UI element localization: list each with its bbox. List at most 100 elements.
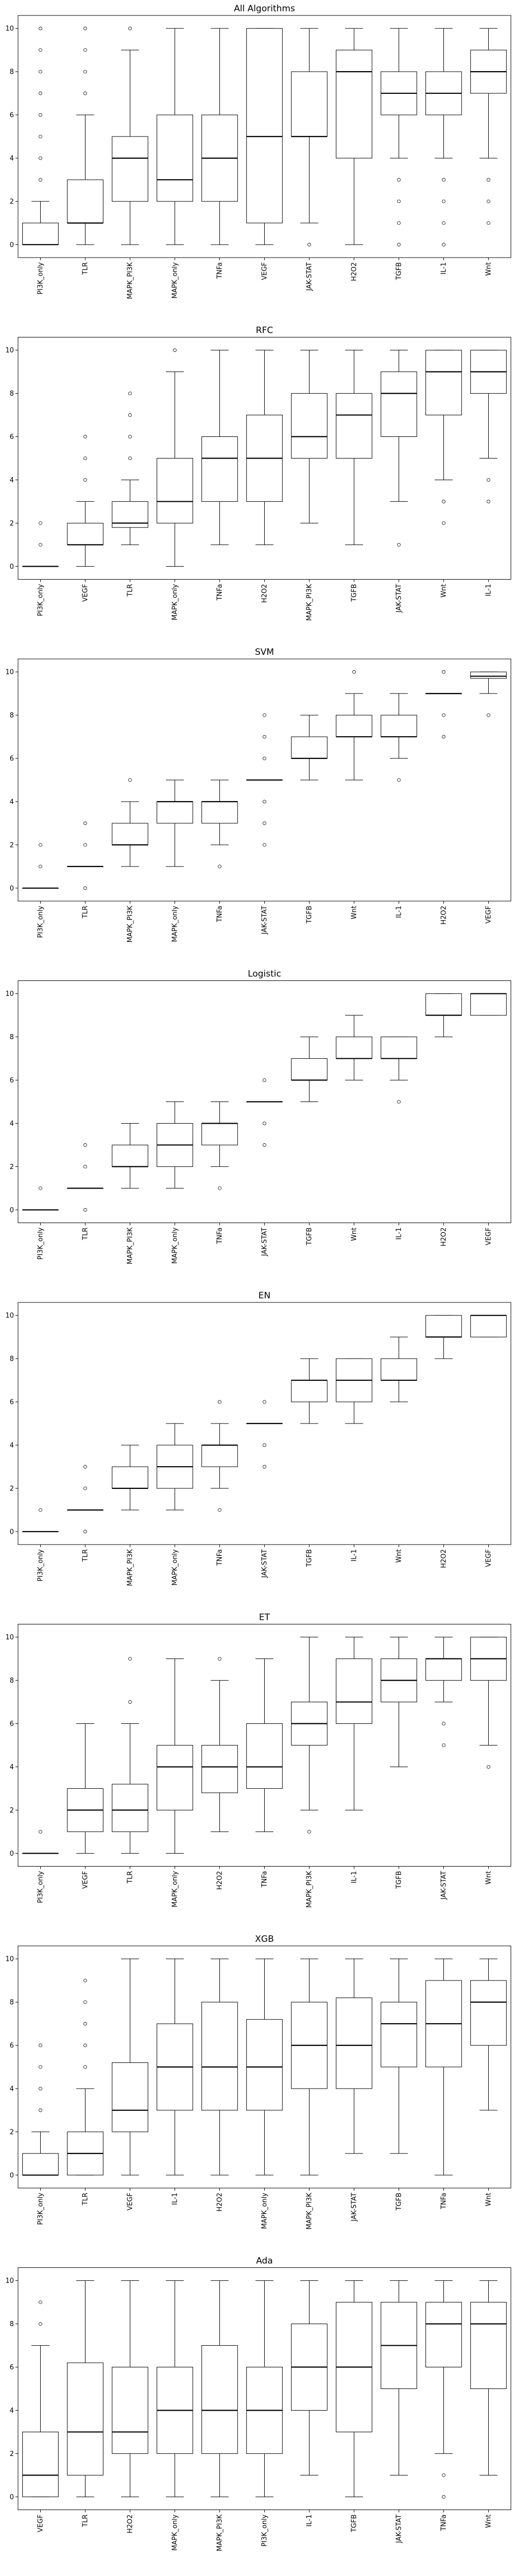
flier-point (39, 26, 42, 30)
iqr-box (112, 2367, 148, 2454)
box-Wnt (470, 2280, 507, 2476)
x-tick-label: IL-1 (351, 1871, 358, 1884)
box-TGFB (336, 2280, 372, 2497)
flier-point (263, 843, 266, 847)
box-JAK-STAT (246, 1400, 283, 1469)
box-MAPK_PI3K (291, 1958, 328, 2176)
iqr-box (112, 136, 148, 202)
x-tick-label: VEGF (485, 1549, 493, 1567)
x-tick-label: TGFB (306, 1549, 314, 1567)
box-Wnt (470, 1637, 507, 1769)
y-tick-label: 0 (10, 2494, 14, 2501)
box-H2O2 (246, 350, 283, 545)
iqr-box (291, 1380, 328, 1402)
y-tick-label: 8 (10, 1999, 14, 2007)
flier-point (128, 456, 132, 460)
x-tick-label: TNFa (216, 906, 224, 923)
iqr-box (381, 715, 417, 737)
flier-point (39, 156, 42, 160)
iqr-box (112, 1466, 148, 1489)
x-tick-label: H2O2 (216, 2193, 224, 2212)
iqr-box (201, 801, 238, 824)
flier-point (39, 1186, 42, 1190)
flier-point (263, 821, 266, 825)
panel-title: RFC (256, 326, 273, 336)
flier-point (487, 178, 490, 182)
iqr-box (381, 2002, 417, 2067)
x-tick-label: IL-1 (485, 584, 493, 597)
x-tick-label: PI3K_only (37, 1227, 45, 1260)
box-TGFB (381, 1958, 417, 2154)
x-tick-label: MAPK_only (261, 2193, 269, 2229)
box-VEGF (67, 1723, 104, 1854)
x-tick-label: VEGF (127, 2193, 134, 2211)
flier-point (442, 521, 445, 525)
x-tick-label: TGFB (351, 584, 358, 602)
y-tick-label: 8 (10, 712, 14, 720)
flier-point (263, 735, 266, 739)
x-tick-label: Wnt (396, 1549, 403, 1563)
flier-point (128, 413, 132, 417)
box-TGFB (291, 1358, 328, 1424)
box-H2O2 (112, 2280, 148, 2497)
x-tick-label: PI3K_only (261, 2514, 269, 2547)
x-tick-label: MAPK_PI3K (306, 1871, 314, 1908)
flier-point (397, 778, 401, 782)
flier-point (263, 1465, 266, 1469)
flier-point (263, 800, 266, 804)
flier-point (397, 221, 401, 225)
panel-5: ET 0 2 4 6 8 10 PI3K_only VEGF TLR MAPK_only H2O2 TN… (5, 1613, 511, 1908)
flier-point (128, 1657, 132, 1661)
x-tick-label: JAK-STAT (440, 1871, 448, 1900)
box-Wnt (381, 1336, 417, 1402)
box-MAPK_PI3K (112, 1445, 148, 1511)
x-tick-label: PI3K_only (37, 1549, 45, 1582)
y-tick-label: 8 (10, 1677, 14, 1685)
flier-point (487, 713, 490, 717)
flier-point (39, 178, 42, 182)
flier-point (128, 1700, 132, 1704)
flier-point (83, 886, 87, 890)
x-tick-label: H2O2 (440, 906, 448, 925)
box-TNFa (201, 1101, 238, 1190)
flier-point (83, 2043, 87, 2047)
y-tick-label: 6 (10, 2042, 14, 2050)
y-tick-label: 6 (10, 1077, 14, 1084)
flier-point (442, 500, 445, 503)
box-VEGF (470, 1315, 507, 1337)
y-tick-label: 2 (10, 520, 14, 528)
y-tick-label: 6 (10, 433, 14, 441)
x-tick-label: Wnt (485, 1871, 493, 1885)
x-tick-label: TNFa (440, 2515, 448, 2532)
y-tick-label: 6 (10, 1720, 14, 1728)
box-VEGF (22, 2300, 59, 2497)
iqr-box (201, 2002, 238, 2111)
y-tick-label: 10 (5, 1634, 14, 1641)
flier-point (307, 243, 311, 247)
box-TGFB (291, 1037, 328, 1102)
box-TNFa (425, 1958, 462, 2176)
flier-point (442, 2495, 445, 2499)
panel-title: ET (259, 1613, 270, 1623)
y-tick-label: 4 (10, 477, 14, 484)
iqr-box (201, 1745, 238, 1793)
box-TGFB (381, 1637, 417, 1767)
x-tick-label: TNFa (216, 1549, 224, 1566)
flier-point (487, 199, 490, 204)
flier-point (442, 221, 445, 225)
iqr-box (201, 2345, 238, 2454)
box-MAPK_only (157, 348, 193, 567)
box-PI3K_only (22, 843, 59, 889)
x-tick-label: IL-1 (396, 906, 403, 918)
x-tick-label: H2O2 (440, 1228, 448, 1247)
box-H2O2 (425, 993, 462, 1038)
flier-point (442, 2473, 445, 2477)
x-tick-label: PI3K_only (37, 584, 45, 616)
box-IL-1 (381, 693, 417, 782)
iqr-box (425, 993, 462, 1016)
flier-point (397, 178, 401, 182)
flier-point (307, 1829, 311, 1834)
panel-4: EN 0 2 4 6 8 10 PI3K_only TLR MAPK_PI3K MAPK_only T… (5, 1291, 511, 1586)
flier-point (39, 48, 42, 52)
